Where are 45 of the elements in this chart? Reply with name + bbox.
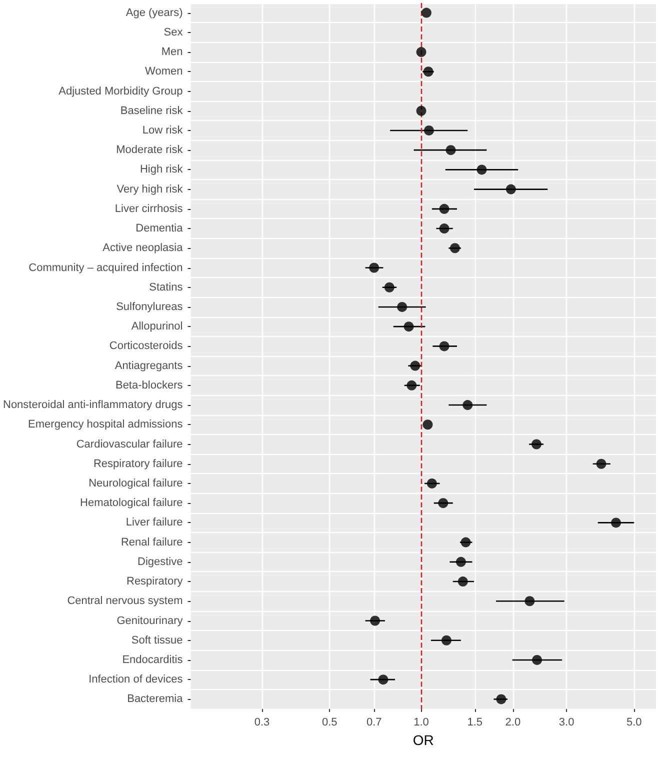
y-tick-label: Emergency hospital admissions xyxy=(28,418,184,431)
y-tick-label: Soft tissue xyxy=(131,634,183,646)
y-tick-label: Community – acquired infection xyxy=(28,262,183,274)
y-tick-label: Respiratory failure xyxy=(93,458,183,470)
x-tick-label: 2.0 xyxy=(505,716,521,728)
y-tick-label: Moderate risk xyxy=(116,144,184,156)
x-tick-label: 0.5 xyxy=(322,716,338,728)
y-tick-label: Endocarditis xyxy=(122,654,184,666)
y-tick-label: Sulfonylureas xyxy=(116,300,184,313)
y-tick-label: Nonsteroidal anti-inflammatory drugs xyxy=(2,399,184,412)
x-tick-label: 0.7 xyxy=(366,716,382,728)
y-tick-label: Statins xyxy=(149,281,184,294)
x-tick-label: 5.0 xyxy=(626,716,642,728)
y-tick-label: Liver cirrhosis xyxy=(114,202,184,215)
y-tick-label: Baseline risk xyxy=(120,104,184,117)
y-tick-label: Renal failure xyxy=(120,536,183,548)
y-tick-label: Central nervous system xyxy=(67,595,183,608)
y-tick-label: Genitourinary xyxy=(116,614,184,627)
y-tick-label: Men xyxy=(161,46,183,58)
y-tick-label: Infection of devices xyxy=(88,674,184,686)
y-tick-label: Active neoplasia xyxy=(102,242,184,254)
y-tick-label: Neurological failure xyxy=(88,477,183,490)
y-tick-label: Low risk xyxy=(142,124,184,136)
y-tick-label: Antiagregants xyxy=(114,360,184,372)
y-tick-label: Hematological failure xyxy=(80,497,183,510)
y-tick-label: Dementia xyxy=(136,222,184,235)
y-tick-label: High risk xyxy=(140,164,184,176)
y-tick-label: Digestive xyxy=(137,556,183,568)
x-tick-label: 1.0 xyxy=(414,716,429,728)
y-tick-label: Very high risk xyxy=(116,183,184,196)
y-tick-label: Cardiovascular failure xyxy=(76,438,183,450)
y-tick-label: Bacteremia xyxy=(127,693,184,706)
x-tick-label: 3.0 xyxy=(558,716,574,728)
x-axis-title: OR xyxy=(412,732,434,748)
x-tick-label: 1.5 xyxy=(467,716,483,728)
y-tick-label: Sex xyxy=(164,26,184,38)
x-tick-label: 0.3 xyxy=(254,716,270,728)
y-tick-label: Respiratory xyxy=(126,576,184,588)
y-tick-label: Women xyxy=(145,66,183,78)
y-tick-label: Age (years) xyxy=(126,6,183,19)
y-tick-label: Adjusted Morbidity Group xyxy=(58,85,183,98)
y-tick-label: Allopurinol xyxy=(131,320,183,333)
y-tick-label: Corticosteroids xyxy=(109,340,184,352)
y-tick-label: Liver failure xyxy=(126,516,183,529)
y-tick-label: Beta-blockers xyxy=(115,379,184,392)
